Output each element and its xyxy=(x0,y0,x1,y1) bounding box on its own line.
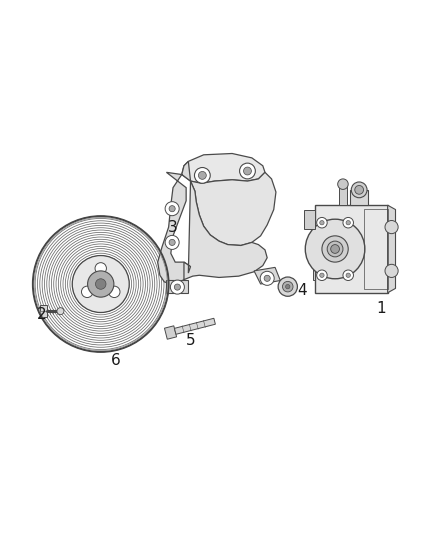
Circle shape xyxy=(88,271,114,297)
Circle shape xyxy=(95,279,106,289)
Text: 2: 2 xyxy=(37,307,46,322)
Circle shape xyxy=(327,241,343,257)
Circle shape xyxy=(351,182,367,198)
Polygon shape xyxy=(164,326,177,339)
Circle shape xyxy=(174,284,180,290)
Circle shape xyxy=(278,277,297,296)
Circle shape xyxy=(385,264,398,278)
Circle shape xyxy=(338,179,348,189)
Circle shape xyxy=(165,201,179,216)
Circle shape xyxy=(165,236,179,249)
Text: 4: 4 xyxy=(297,283,307,298)
Circle shape xyxy=(72,255,129,312)
Circle shape xyxy=(109,286,120,297)
Polygon shape xyxy=(313,219,315,280)
Circle shape xyxy=(240,163,255,179)
Text: 6: 6 xyxy=(111,353,121,368)
Circle shape xyxy=(346,273,350,278)
Circle shape xyxy=(355,185,364,194)
Circle shape xyxy=(81,286,93,297)
Polygon shape xyxy=(40,305,47,317)
Text: 5: 5 xyxy=(186,334,195,349)
Circle shape xyxy=(305,219,365,279)
Circle shape xyxy=(169,206,175,212)
Circle shape xyxy=(198,172,206,179)
Circle shape xyxy=(260,271,274,285)
Circle shape xyxy=(385,221,398,233)
Circle shape xyxy=(320,273,324,278)
Polygon shape xyxy=(184,181,267,280)
Polygon shape xyxy=(254,268,280,284)
Text: 3: 3 xyxy=(168,220,178,235)
Circle shape xyxy=(322,236,348,262)
Polygon shape xyxy=(339,183,347,205)
Polygon shape xyxy=(304,209,315,229)
Circle shape xyxy=(264,275,270,281)
Circle shape xyxy=(317,270,327,280)
Polygon shape xyxy=(388,205,396,293)
Polygon shape xyxy=(191,172,276,246)
Polygon shape xyxy=(158,161,191,284)
Circle shape xyxy=(331,245,339,253)
Polygon shape xyxy=(182,154,265,183)
Circle shape xyxy=(317,217,327,228)
Polygon shape xyxy=(174,318,215,334)
Circle shape xyxy=(346,221,350,225)
Circle shape xyxy=(170,280,184,294)
Polygon shape xyxy=(166,280,188,293)
Circle shape xyxy=(286,285,290,289)
Polygon shape xyxy=(315,205,388,293)
Circle shape xyxy=(283,281,293,292)
Text: 1: 1 xyxy=(376,301,386,316)
Circle shape xyxy=(33,216,169,352)
Polygon shape xyxy=(350,190,368,205)
Circle shape xyxy=(244,167,251,175)
Circle shape xyxy=(169,239,175,246)
Circle shape xyxy=(57,308,64,314)
Circle shape xyxy=(194,167,210,183)
Circle shape xyxy=(320,221,324,225)
Circle shape xyxy=(95,263,106,274)
Circle shape xyxy=(343,217,353,228)
Circle shape xyxy=(343,270,353,280)
